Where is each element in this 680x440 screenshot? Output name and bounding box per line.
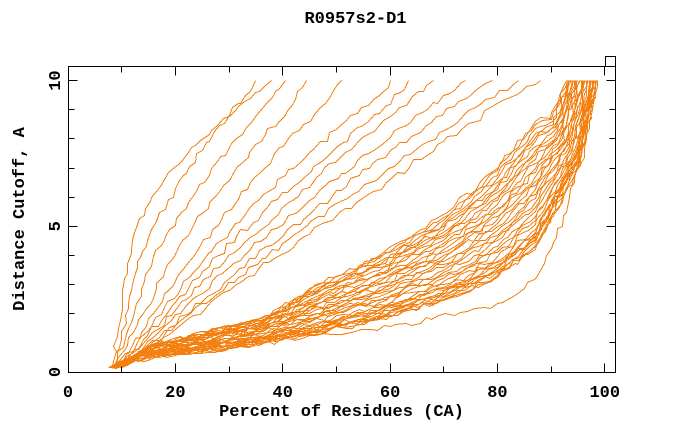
plot-frame bbox=[68, 56, 616, 373]
model-curve bbox=[123, 80, 541, 367]
model-curve bbox=[119, 80, 434, 367]
model-curve bbox=[114, 80, 585, 368]
model-curve bbox=[115, 80, 584, 368]
model-curve bbox=[117, 80, 578, 368]
y-tick-label: 5 bbox=[47, 221, 66, 231]
model-curve bbox=[121, 80, 570, 368]
model-curve bbox=[110, 80, 593, 368]
key-box bbox=[605, 56, 616, 67]
x-tick-label: 40 bbox=[273, 384, 293, 403]
x-tick-label: 0 bbox=[63, 384, 73, 403]
x-tick-label: 60 bbox=[380, 384, 400, 403]
y-tick-label: 10 bbox=[47, 70, 66, 90]
model-curves bbox=[108, 80, 598, 370]
model-curve bbox=[112, 80, 272, 367]
model-curve bbox=[120, 80, 572, 368]
model-curve bbox=[122, 80, 567, 368]
y-axis-label: Distance Cutoff, A bbox=[11, 127, 30, 311]
model-curve bbox=[112, 80, 589, 368]
model-curve bbox=[112, 80, 590, 368]
model-curve bbox=[122, 80, 519, 367]
model-curve bbox=[114, 80, 286, 367]
x-tick-label: 100 bbox=[589, 384, 620, 403]
model-curve bbox=[113, 80, 256, 367]
model-curve bbox=[120, 80, 466, 367]
chart-title: R0957s2-D1 bbox=[304, 10, 407, 29]
model-curve bbox=[115, 80, 307, 367]
model-curve bbox=[118, 80, 575, 368]
model-curve bbox=[113, 80, 588, 368]
x-tick-label: 20 bbox=[165, 384, 185, 403]
plot-border bbox=[68, 66, 616, 373]
model-curve bbox=[111, 80, 591, 368]
x-tick-label: 80 bbox=[487, 384, 507, 403]
model-curve bbox=[116, 80, 582, 368]
x-axis-label: Percent of Residues (CA) bbox=[219, 403, 464, 422]
model-curve bbox=[110, 80, 592, 368]
model-curve bbox=[121, 80, 493, 367]
model-curve bbox=[109, 80, 595, 368]
model-curve bbox=[113, 80, 587, 368]
model-curve bbox=[109, 80, 596, 368]
axis-ticks bbox=[68, 66, 616, 373]
model-curve bbox=[118, 80, 409, 367]
model-curve bbox=[115, 80, 583, 368]
model-curve bbox=[110, 80, 594, 370]
model-curve bbox=[116, 80, 342, 367]
y-tick-label: 0 bbox=[47, 367, 66, 377]
model-curve bbox=[111, 80, 592, 368]
model-curve bbox=[111, 80, 592, 368]
tick-labels: 0 20 40 60 80 100 0 5 10 bbox=[47, 70, 620, 403]
model-curve bbox=[109, 80, 597, 368]
model-curve bbox=[110, 80, 595, 368]
model-curve bbox=[117, 80, 391, 367]
